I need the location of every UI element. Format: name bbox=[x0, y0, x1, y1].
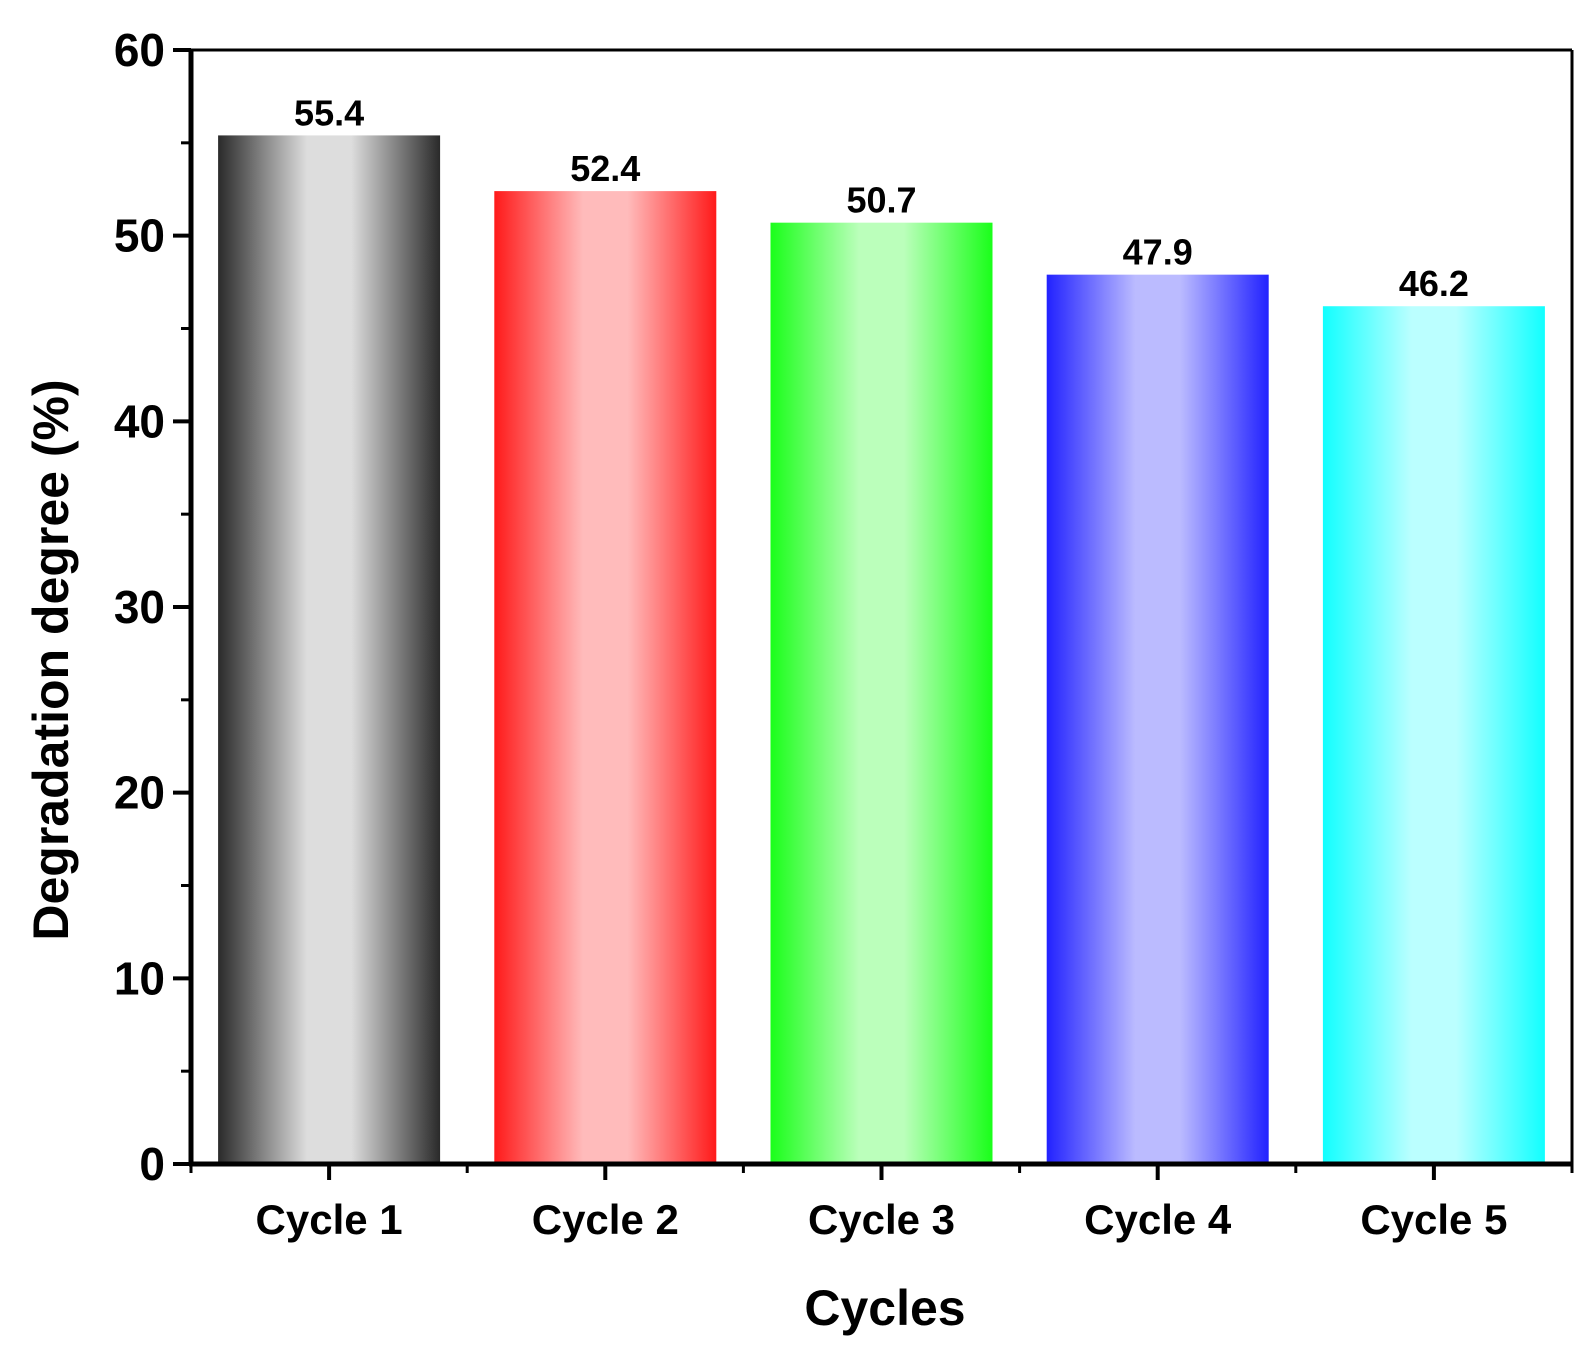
x-axis-title: Cycles bbox=[804, 1280, 965, 1336]
y-tick-label-20: 20 bbox=[114, 767, 165, 819]
bar-3 bbox=[770, 222, 993, 1165]
data-label-5: 46.2 bbox=[1399, 263, 1469, 304]
bar-5 bbox=[1322, 306, 1545, 1165]
y-tick-label-0: 0 bbox=[139, 1138, 165, 1190]
y-tick-label-30: 30 bbox=[114, 581, 165, 633]
data-label-1: 55.4 bbox=[294, 92, 364, 133]
y-tick-label-60: 60 bbox=[114, 24, 165, 76]
data-label-4: 47.9 bbox=[1123, 232, 1193, 273]
bar-2 bbox=[494, 191, 717, 1164]
y-tick-label-50: 50 bbox=[114, 210, 165, 262]
x-tick-label-4: Cycle 4 bbox=[1084, 1196, 1232, 1243]
x-tick-label-1: Cycle 1 bbox=[256, 1196, 403, 1243]
y-tick-label-10: 10 bbox=[114, 952, 165, 1004]
data-label-3: 50.7 bbox=[846, 180, 916, 221]
y-axis-title: Degradation degree (%) bbox=[23, 379, 79, 940]
labels: 55.4 Cycle 1 52.4 Cycle 2 50.7 Cycle 3 47.9 Cyc… bbox=[114, 24, 1508, 1243]
bar-4 bbox=[1046, 274, 1269, 1164]
bars bbox=[218, 135, 1545, 1165]
x-tick-label-3: Cycle 3 bbox=[808, 1196, 955, 1243]
bar-1 bbox=[218, 135, 441, 1165]
x-tick-label-5: Cycle 5 bbox=[1360, 1196, 1507, 1243]
y-tick-label-40: 40 bbox=[114, 395, 165, 447]
x-tick-label-2: Cycle 2 bbox=[532, 1196, 679, 1243]
data-label-2: 52.4 bbox=[570, 148, 640, 189]
axes bbox=[173, 48, 1574, 1180]
